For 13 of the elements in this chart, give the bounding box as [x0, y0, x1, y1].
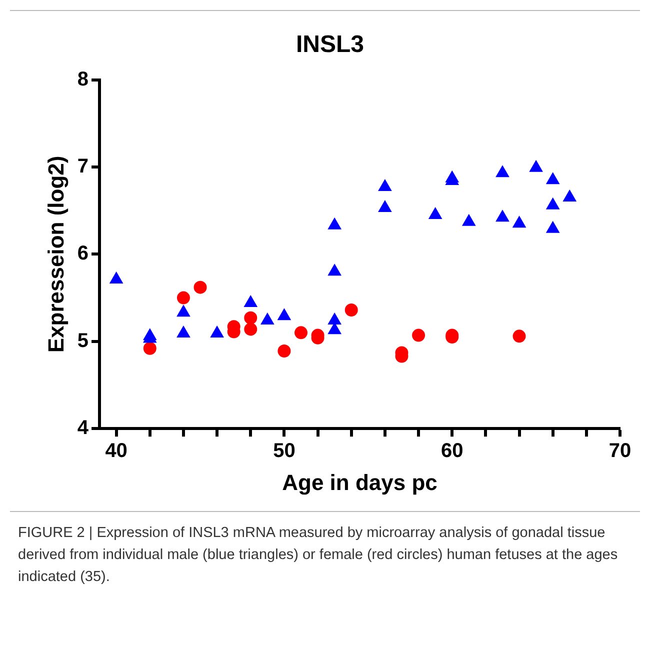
- y-tick-label: 7: [77, 156, 89, 178]
- y-axis-title: Expresseion (log2): [43, 156, 68, 353]
- x-tick-label: 50: [273, 440, 296, 462]
- x-axis-title: Age in days pc: [282, 470, 438, 495]
- y-tick-label: 5: [77, 330, 89, 352]
- x-tick-label: 40: [105, 440, 128, 462]
- y-tick-label: 4: [77, 417, 90, 440]
- x-tick-label: 70: [608, 440, 632, 462]
- caption: FIGURE 2 | Expression of INSL3 mRNA measured by microarray analysis of gonadal tissue derived from individual male (blue triangles) or female (red circles) human fetuses at the ages indicated (35).: [18, 524, 619, 587]
- x-tick-label: 60: [440, 440, 464, 462]
- y-tick-label: 6: [77, 242, 89, 265]
- y-tick-label: 8: [77, 68, 89, 90]
- chart-title: INSL3: [296, 31, 364, 58]
